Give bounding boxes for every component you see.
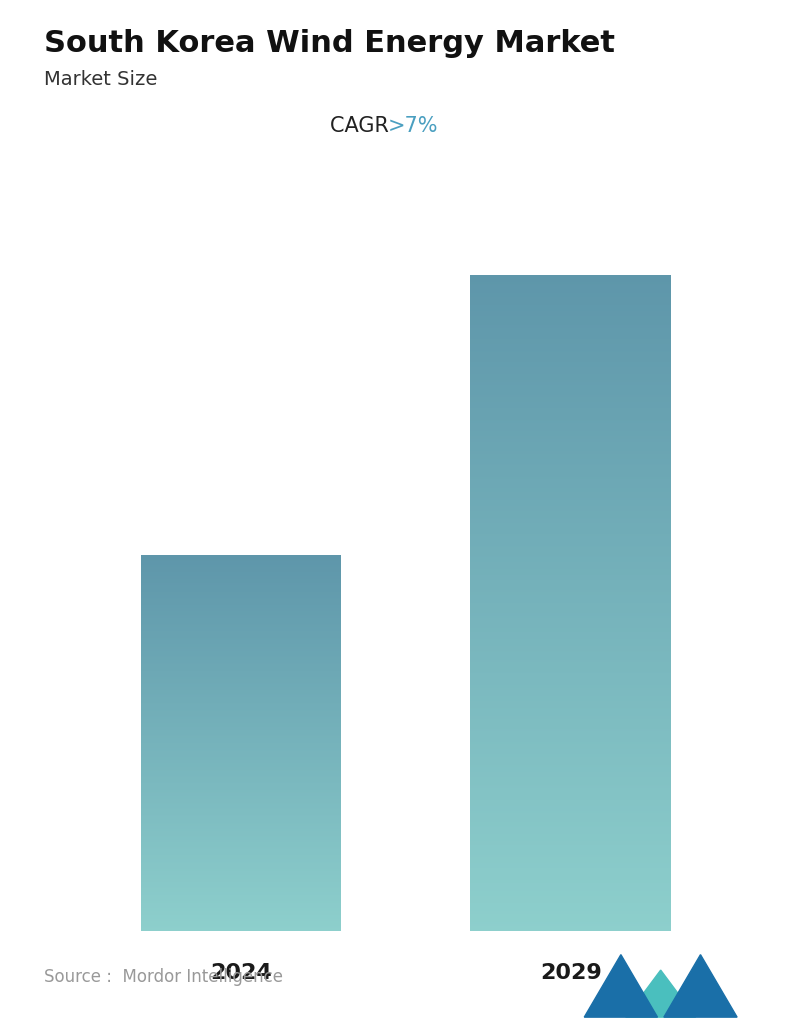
Polygon shape [626, 970, 696, 1017]
Text: Market Size: Market Size [44, 70, 157, 89]
Text: >7%: >7% [388, 116, 438, 135]
Text: CAGR: CAGR [330, 116, 396, 135]
Text: 2024: 2024 [210, 963, 272, 982]
Text: Source :  Mordor Intelligence: Source : Mordor Intelligence [44, 968, 283, 986]
Text: South Korea Wind Energy Market: South Korea Wind Energy Market [44, 29, 615, 58]
Text: 2029: 2029 [540, 963, 602, 982]
Polygon shape [664, 954, 737, 1017]
Polygon shape [584, 954, 657, 1017]
